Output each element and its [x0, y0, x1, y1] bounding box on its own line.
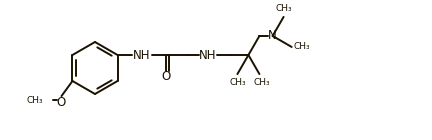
Text: CH₃: CH₃	[229, 78, 246, 87]
Text: O: O	[161, 70, 171, 83]
Text: NH: NH	[199, 48, 216, 61]
Text: O: O	[57, 96, 66, 108]
Text: N: N	[268, 29, 277, 42]
Text: CH₃: CH₃	[253, 78, 270, 87]
Text: CH₃: CH₃	[294, 42, 310, 51]
Text: NH: NH	[133, 48, 150, 61]
Text: CH₃: CH₃	[26, 96, 43, 105]
Text: CH₃: CH₃	[275, 4, 292, 13]
